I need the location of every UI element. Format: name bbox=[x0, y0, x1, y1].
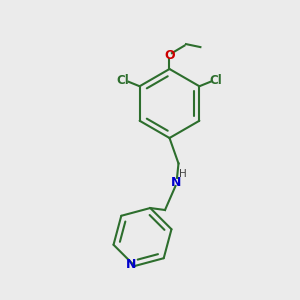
Text: N: N bbox=[171, 176, 181, 190]
Text: Cl: Cl bbox=[117, 74, 130, 87]
Text: O: O bbox=[164, 49, 175, 62]
Text: H: H bbox=[179, 169, 187, 179]
Text: N: N bbox=[126, 258, 136, 271]
Text: Cl: Cl bbox=[209, 74, 222, 87]
